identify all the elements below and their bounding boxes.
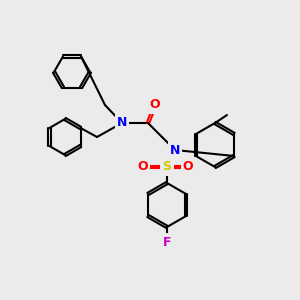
Text: O: O: [150, 98, 160, 112]
Text: O: O: [183, 160, 193, 173]
Text: N: N: [170, 143, 180, 157]
Text: S: S: [163, 160, 172, 173]
Text: N: N: [117, 116, 127, 130]
Text: O: O: [138, 160, 148, 173]
Text: F: F: [163, 236, 171, 248]
